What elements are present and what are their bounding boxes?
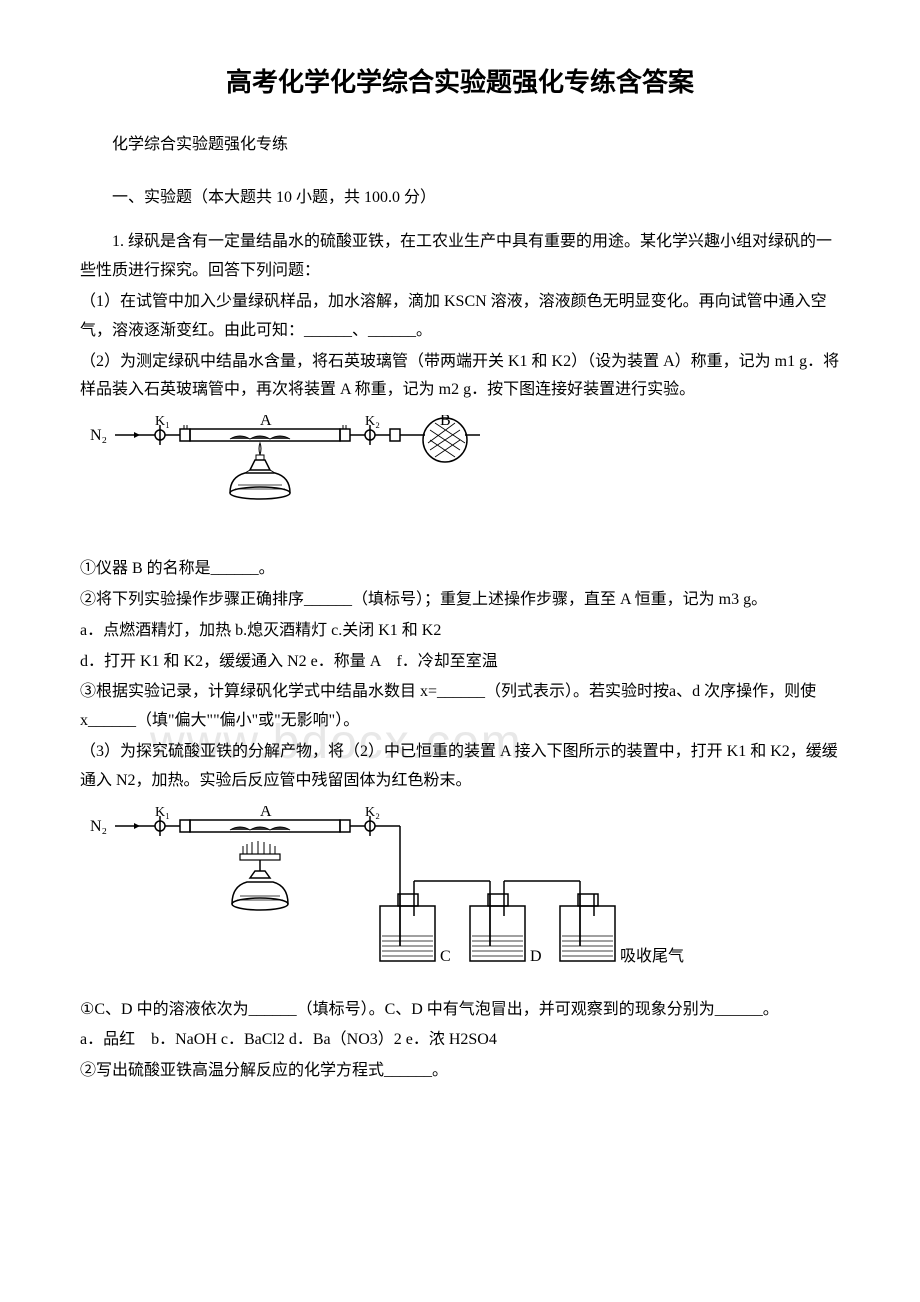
fig2-k2-label: K₂ bbox=[365, 806, 380, 820]
q1-sub4: ①C、D 中的溶液依次为______（填标号）。C、D 中有气泡冒出，并可观察到… bbox=[80, 996, 840, 1025]
q1-opts-c: a．品红 b．NaOH c．BaCl2 d．Ba（NO3）2 e．浓 H2SO4 bbox=[80, 1026, 840, 1055]
q1-sub1: ①仪器 B 的名称是______。 bbox=[80, 555, 840, 584]
fig2-k1-label: K₁ bbox=[155, 806, 170, 820]
fig2-a-label: A bbox=[260, 806, 272, 820]
figure-1: N₂ K₁ A K₂ B bbox=[80, 415, 840, 545]
q1-opts-a: a．点燃酒精灯，加热 b.熄灭酒精灯 c.关闭 K1 和 K2 bbox=[80, 617, 840, 646]
fig2-c-label: C bbox=[440, 948, 451, 965]
q1-p3: （3）为探究硫酸亚铁的分解产物，将（2）中已恒重的装置 A 接入下图所示的装置中… bbox=[80, 738, 840, 796]
subtitle: 化学综合实验题强化专练 bbox=[80, 131, 840, 160]
section-header: 一、实验题（本大题共 10 小题，共 100.0 分） bbox=[80, 184, 840, 213]
fig2-n2-label: N₂ bbox=[90, 818, 107, 835]
q1-intro: 1. 绿矾是含有一定量结晶水的硫酸亚铁，在工农业生产中具有重要的用途。某化学兴趣… bbox=[80, 228, 840, 286]
fig1-k1-label: K₁ bbox=[155, 415, 170, 429]
q1-opts-b: d．打开 K1 和 K2，缓缓通入 N2 e．称量 A f．冷却至室温 bbox=[80, 648, 840, 677]
q1-p1: （1）在试管中加入少量绿矾样品，加水溶解，滴加 KSCN 溶液，溶液颜色无明显变… bbox=[80, 288, 840, 346]
fig1-a-label: A bbox=[260, 415, 272, 429]
q1-sub2: ②将下列实验操作步骤正确排序______（填标号）；重复上述操作步骤，直至 A … bbox=[80, 586, 840, 615]
q1-sub3: ③根据实验记录，计算绿矾化学式中结晶水数目 x=______（列式表示）。若实验… bbox=[80, 678, 840, 736]
fig1-n2-label: N₂ bbox=[90, 427, 107, 444]
figure-2: N₂ K₁ A K₂ bbox=[80, 806, 840, 986]
fig1-k2-label: K₂ bbox=[365, 415, 380, 429]
page-title: 高考化学化学综合实验题强化专练含答案 bbox=[80, 60, 840, 107]
fig2-d-label: D bbox=[530, 948, 542, 965]
q1-sub5: ②写出硫酸亚铁高温分解反应的化学方程式______。 bbox=[80, 1057, 840, 1086]
q1-p2a: （2）为测定绿矾中结晶水含量，将石英玻璃管（带两端开关 K1 和 K2）（设为装… bbox=[80, 348, 840, 406]
fig2-tail-label: 吸收尾气 bbox=[620, 947, 684, 965]
